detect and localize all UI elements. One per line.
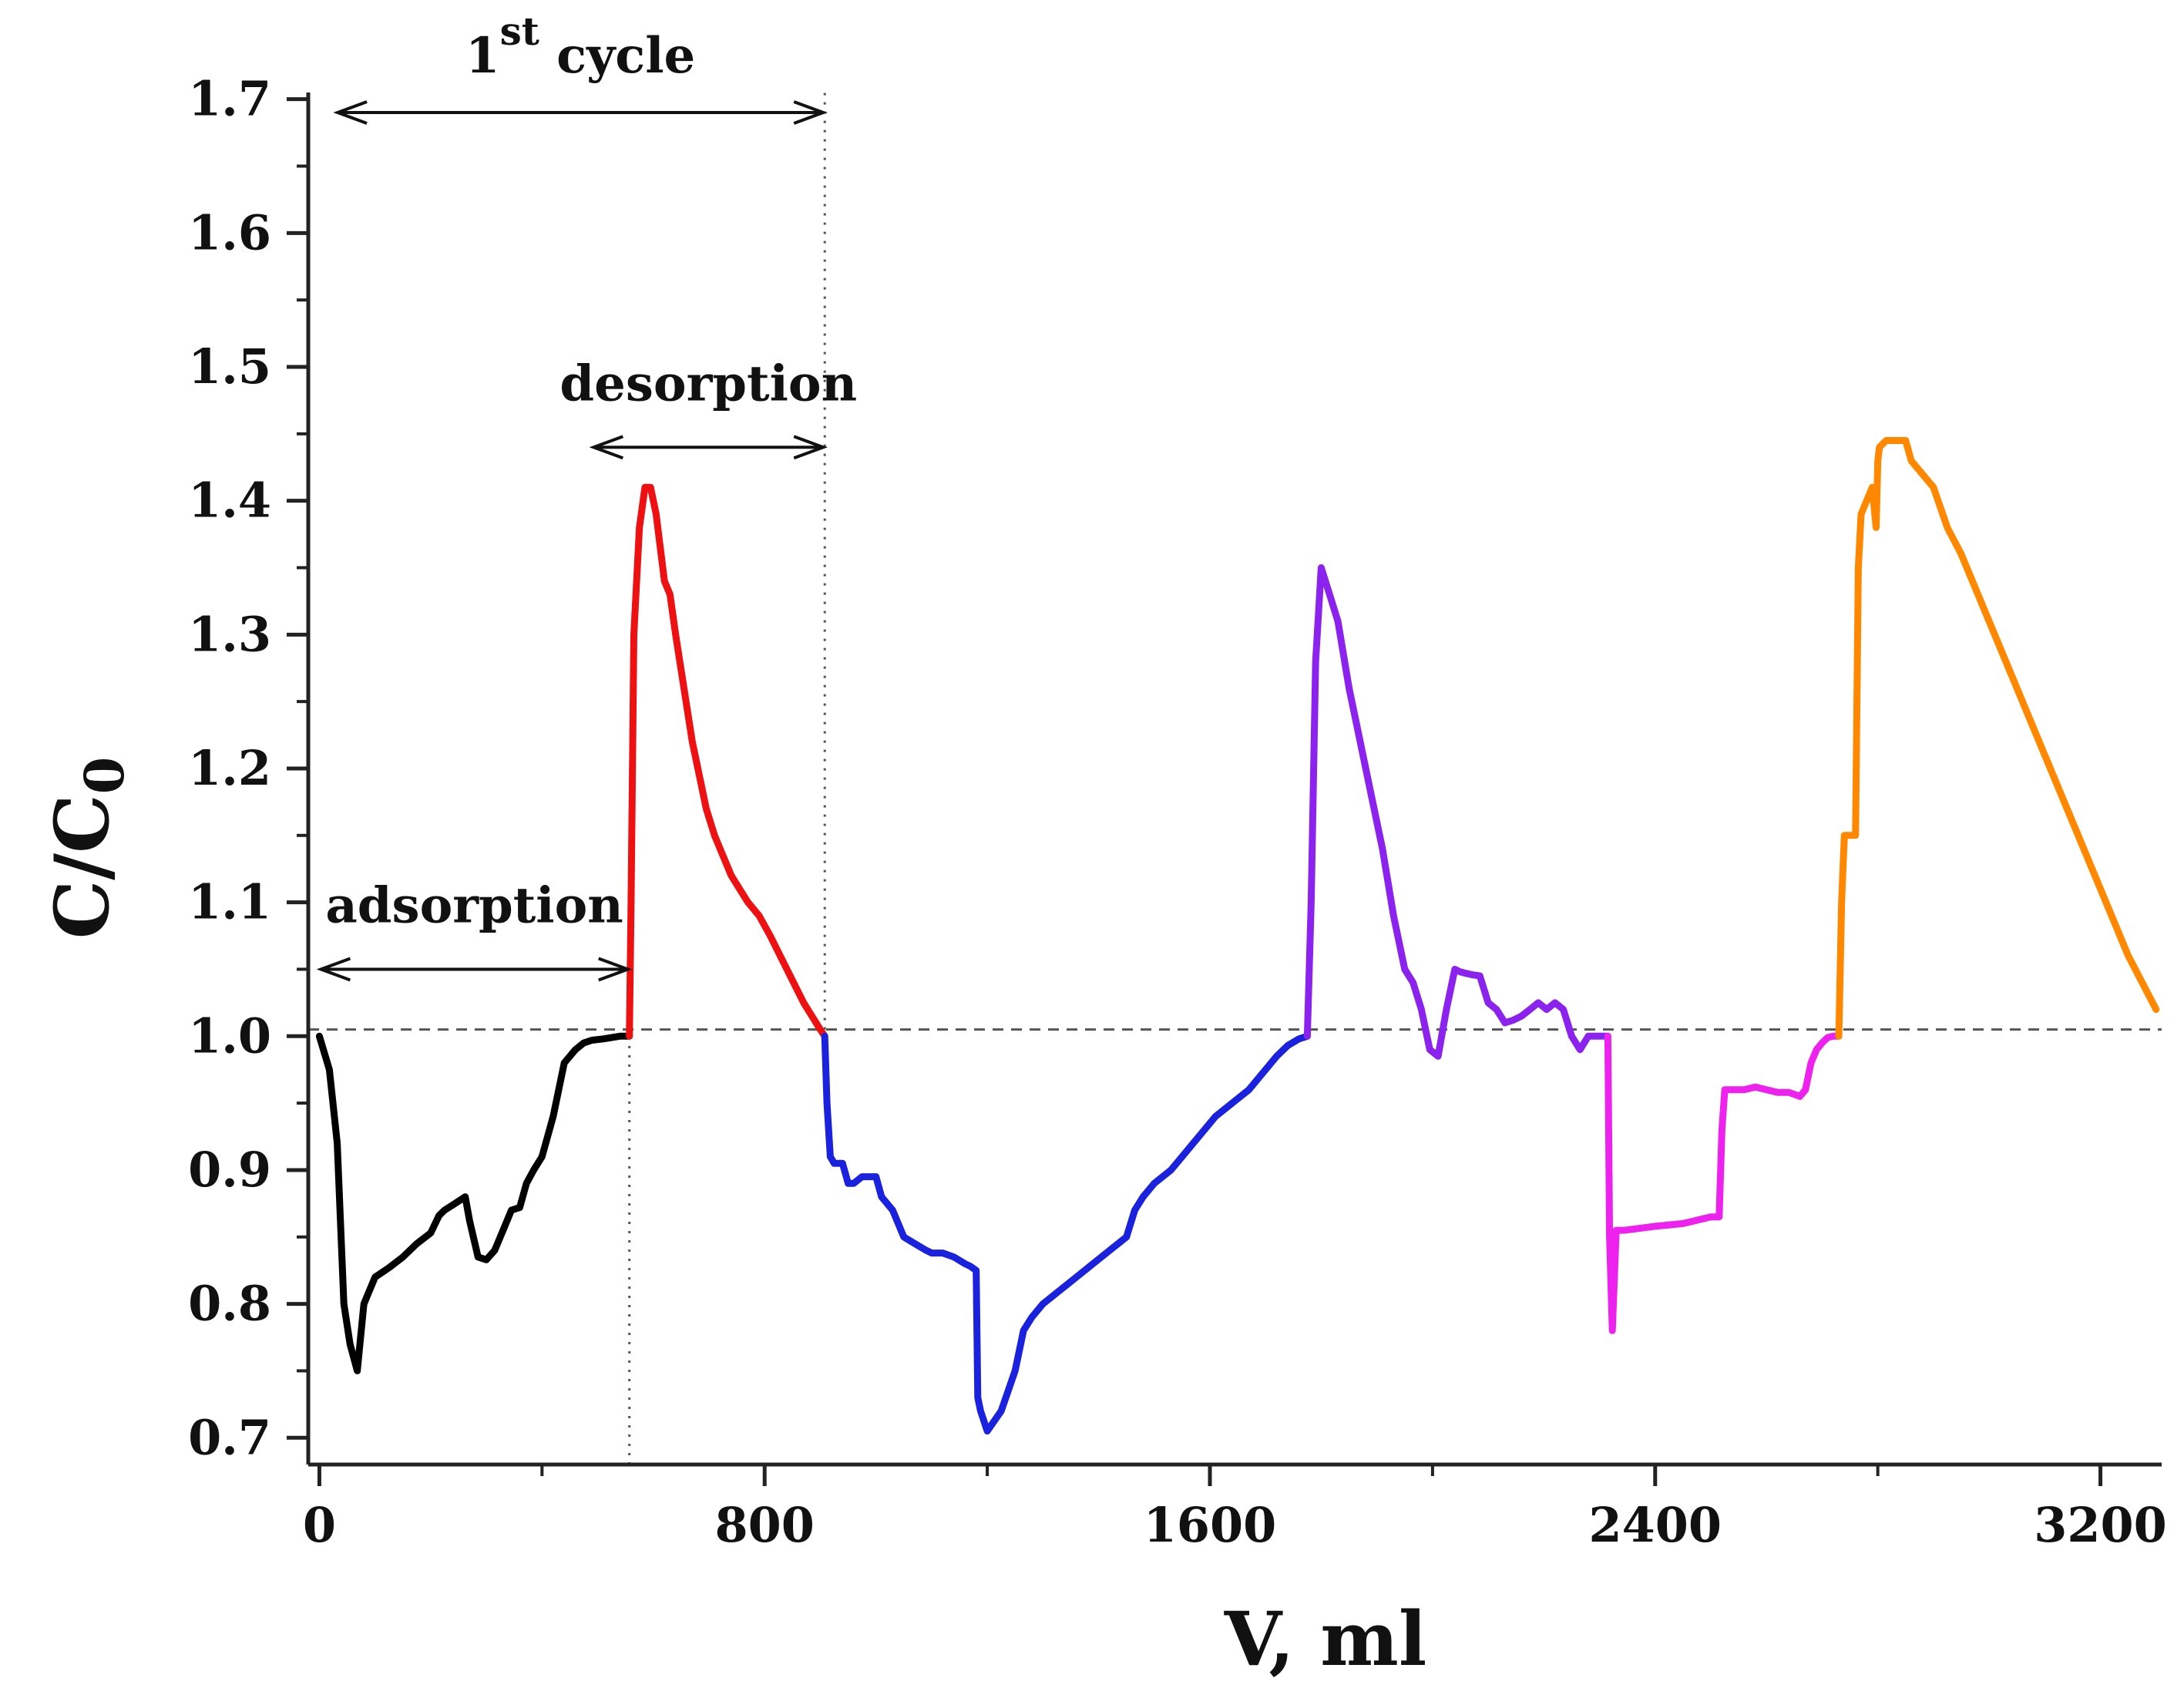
y-tick-label: 1.1 [188,874,271,930]
axes-layer [306,92,2162,1467]
y-axis-title-subscript: 0 [72,757,136,795]
series-line-3 [821,1032,1311,1435]
cycle-annotation-arrow [333,100,828,125]
y-axis-title-main: C/C [39,794,126,939]
y-axis-title: C/C0 [39,757,136,940]
y-tick-label: 1.0 [188,1007,271,1064]
adsorption-annotation-arrow [316,957,633,982]
y-tick-label: 0.7 [188,1409,271,1465]
y-tick-label: 1.7 [188,71,271,127]
x-tick-label: 3200 [2034,1497,2167,1553]
series-line-4 [1303,564,1611,1060]
cycle-annotation-label: 1st cycle [465,8,695,85]
adsorption-annotation-arrow-head-left [316,957,351,982]
y-tick-label: 1.2 [188,740,271,796]
desorption-annotation-label: desorption [559,355,857,412]
y-tick-label: 1.3 [188,606,271,662]
y-tick-label: 1.4 [188,473,271,529]
x-tick-label: 800 [715,1497,815,1553]
x-tick-label: 0 [303,1497,336,1553]
ticks-layer: 0.7 0.8 0.9 1.0 1.1 1.2 1.3 1.4 1.5 1.6 1.7 0 800 160… [188,71,2167,1553]
adsorption-annotation-arrow-head-right [598,957,633,982]
y-tick-label: 1.5 [188,338,271,395]
series-line-6 [1835,437,2160,1040]
desorption-annotation-arrow-head-left [589,435,624,460]
y-tick-label: 1.6 [188,204,271,261]
cycle-annotation-arrow-head-right [793,100,828,125]
series-line-5 [1604,1032,1843,1334]
series-line-2 [626,483,828,1040]
series-line-1 [315,1032,633,1374]
annotations-layer: adsorption desorption 1st cycle [316,8,857,982]
desorption-annotation-arrow [589,435,828,460]
x-axis-title: V, ml [1224,1596,1427,1683]
x-tick-label: 1600 [1144,1497,1277,1553]
adsorption-annotation-label: adsorption [325,877,623,935]
cycle-annotation-arrow-head-left [333,100,368,125]
desorption-annotation-arrow-head-right [793,435,828,460]
series-layer [315,437,2160,1435]
reference-lines-layer [308,92,2162,1465]
y-tick-label: 0.9 [188,1142,271,1198]
y-tick-label: 0.8 [188,1276,271,1332]
x-tick-label: 2400 [1588,1497,1722,1553]
